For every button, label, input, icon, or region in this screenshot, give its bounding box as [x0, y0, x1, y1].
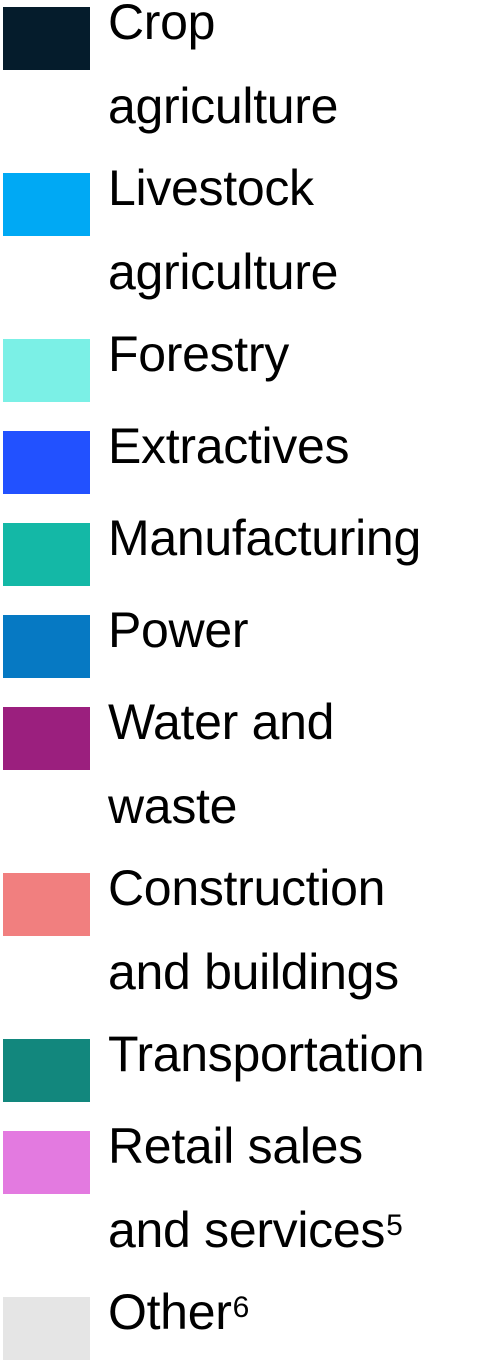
legend-label-line: Water and: [108, 694, 335, 750]
legend-label-line: Transportation: [108, 1026, 425, 1082]
legend-swatch: [3, 523, 90, 586]
legend-label: Crop agriculture: [108, 0, 338, 148]
legend-label: Retail sales and services5: [108, 1104, 403, 1272]
legend-label: Transportation: [108, 1012, 425, 1096]
legend-label-line: Crop: [108, 0, 216, 50]
legend-label-line: agriculture: [108, 78, 339, 134]
legend-swatch: [3, 1297, 90, 1360]
legend-swatch: [3, 173, 90, 236]
legend-swatch: [3, 1039, 90, 1102]
legend-label: Power: [108, 588, 249, 672]
legend-label: Forestry: [108, 312, 289, 396]
legend-swatch: [3, 339, 90, 402]
legend-label: Extractives: [108, 404, 350, 488]
legend-label-line: Construction: [108, 860, 386, 916]
legend-label-line: Other6: [108, 1284, 250, 1340]
legend-label: Water and waste: [108, 680, 334, 848]
legend-swatch: [3, 1131, 90, 1194]
legend-label-line: and buildings: [108, 944, 399, 1000]
legend-label-line: Manufacturing: [108, 510, 421, 566]
legend-label-line: Forestry: [108, 326, 289, 382]
legend-label-line: and services5: [108, 1202, 403, 1258]
legend-label-line: Retail sales: [108, 1118, 363, 1174]
legend-label: Other6: [108, 1270, 249, 1354]
legend-swatch: [3, 873, 90, 936]
legend-label-line: waste: [108, 778, 238, 834]
legend-swatch: [3, 431, 90, 494]
footnote-marker: 6: [232, 1291, 250, 1324]
legend-label-line: Extractives: [108, 418, 350, 474]
legend-swatch: [3, 707, 90, 770]
legend-label-line: Livestock: [108, 160, 314, 216]
legend-swatch: [3, 615, 90, 678]
legend-label: Construction and buildings: [108, 846, 399, 1014]
legend-label: Manufacturing: [108, 496, 421, 580]
legend-label-line: agriculture: [108, 244, 339, 300]
legend-swatch: [3, 7, 90, 70]
legend-label: Livestock agriculture: [108, 146, 338, 314]
footnote-marker: 5: [386, 1209, 403, 1242]
legend-label-line: Power: [108, 602, 249, 658]
